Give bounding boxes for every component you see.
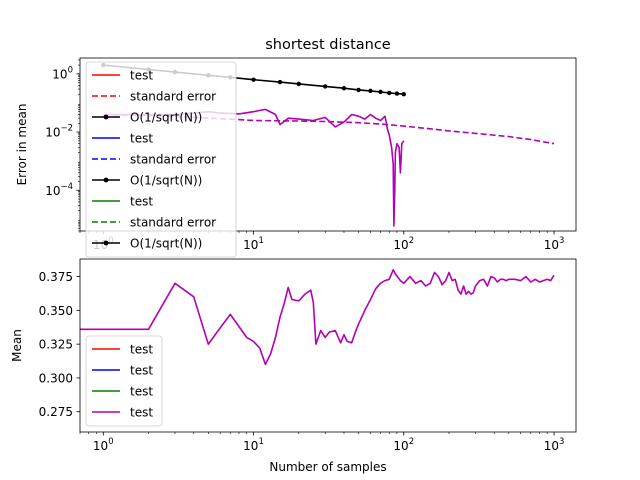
legend-swatch-marker — [103, 114, 109, 120]
y-tick-label: 0.325 — [39, 338, 73, 352]
legend-swatch-marker — [103, 240, 109, 246]
legend-label: O(1/sqrt(N)) — [130, 237, 202, 251]
series-marker — [394, 91, 400, 96]
x-tick-label: 103 — [544, 236, 565, 252]
y-tick-label: 100 — [52, 65, 73, 81]
y-tick-label: 10−2 — [45, 124, 73, 140]
series-marker — [401, 91, 406, 97]
legend-label: test — [130, 195, 153, 209]
series-marker — [277, 79, 283, 85]
y-axis-label: Mean — [10, 329, 24, 362]
legend-label: test — [130, 132, 153, 146]
legend: test standard error O(1/sqrt(N)) test standa… — [85, 61, 237, 258]
y-tick-label: 0.350 — [39, 304, 73, 318]
legend-box — [85, 61, 237, 258]
legend-swatch-marker — [103, 177, 109, 183]
y-tick-label: 0.300 — [39, 371, 73, 385]
y-tick-label: 0.375 — [39, 270, 73, 284]
x-tick-label: 100 — [93, 437, 114, 453]
legend-label: test — [130, 69, 153, 83]
series-marker — [387, 90, 392, 96]
mean-plot: 100 101 102 103 0.275 0.300 0.325 0.350 0.375 Mea… — [10, 258, 577, 474]
y-tick-label: 10−4 — [45, 182, 73, 198]
legend-box — [85, 335, 163, 427]
legend-label: standard error — [130, 90, 216, 104]
legend: test test test test — [85, 335, 163, 427]
axes-frame — [79, 258, 577, 433]
x-tick-label: 101 — [243, 437, 264, 453]
series-marker — [341, 86, 347, 91]
series-marker — [251, 77, 256, 82]
y-tick-label: 0.275 — [39, 405, 73, 419]
x-tick-label: 102 — [393, 236, 414, 252]
chart-title: shortest distance — [265, 37, 391, 53]
legend-label: standard error — [130, 216, 216, 230]
legend-label: standard error — [130, 153, 216, 167]
legend-label: test — [130, 406, 153, 420]
x-tick-label: 102 — [393, 437, 414, 453]
legend-label: test — [130, 364, 153, 378]
x-tick-label: 101 — [243, 236, 264, 252]
axes-frame — [79, 57, 577, 232]
legend-label: test — [130, 343, 153, 357]
legend-label: O(1/sqrt(N)) — [130, 174, 202, 188]
legend-label: test — [130, 385, 153, 399]
series-line-0 — [80, 268, 555, 366]
series-marker — [378, 89, 383, 95]
series-marker — [323, 84, 328, 89]
series-marker — [368, 88, 373, 94]
series-marker — [296, 81, 301, 87]
series-marker — [356, 87, 361, 93]
error-plot: shortest distance10010110210310010−210−4… — [15, 37, 577, 258]
legend-label: O(1/sqrt(N)) — [130, 111, 202, 125]
x-axis-label: Number of samples — [269, 460, 386, 474]
y-axis-label: Error in mean — [15, 104, 29, 186]
x-tick-label: 103 — [544, 437, 565, 453]
